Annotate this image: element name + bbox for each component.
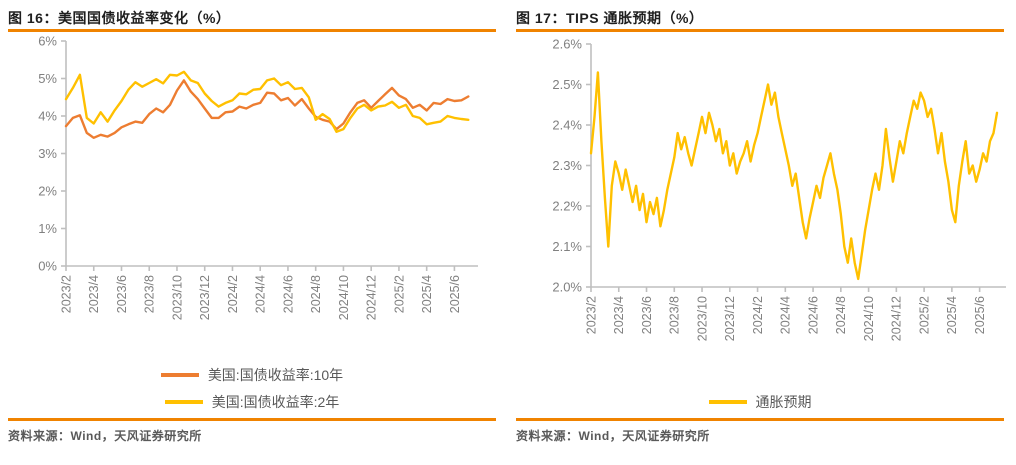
legend-line-swatch [160,373,199,377]
svg-text:2.0%: 2.0% [552,280,582,295]
svg-text:2.2%: 2.2% [552,199,582,214]
svg-text:2.4%: 2.4% [552,118,582,133]
treasury-yields-line-chart: 0% 1% 2% 3% 4% 5% 6% 2023/2 2023/4 2023/6 2023/8 20… [38,34,478,320]
svg-text:5%: 5% [38,71,57,86]
svg-text:2.5%: 2.5% [552,77,582,92]
svg-text:2023/10: 2023/10 [695,296,709,341]
svg-text:2023/4: 2023/4 [612,296,626,334]
svg-text:2023/4: 2023/4 [87,275,101,313]
figure-title: 图 16：美国国债收益率变化（%） [8,10,231,26]
source-attribution: 资料来源：Wind，天风证券研究所 [8,429,202,443]
source-attribution: 资料来源：Wind，天风证券研究所 [516,429,710,443]
svg-text:2.6%: 2.6% [552,37,582,52]
svg-text:2023/10: 2023/10 [170,275,184,320]
svg-text:2025/6: 2025/6 [973,296,987,334]
svg-text:2023/12: 2023/12 [198,275,212,320]
legend-line-swatch [708,400,747,404]
legend-label: 通胀预期 [755,394,812,410]
title-divider [8,29,496,32]
legend: 美国:国债收益率:10年 美国:国债收益率:2年 [8,354,496,418]
figure-title: 图 17：TIPS 通胀预期（%） [516,10,704,26]
svg-text:2.3%: 2.3% [552,158,582,173]
svg-text:2024/2: 2024/2 [751,296,765,334]
svg-text:2024/4: 2024/4 [779,296,793,334]
source-divider [8,418,496,421]
svg-text:2023/6: 2023/6 [115,275,129,313]
legend-line-swatch [164,400,203,404]
legend-item-inflation-expectation: 通胀预期 [708,392,812,412]
svg-text:2023/2: 2023/2 [584,296,598,334]
svg-text:2024/6: 2024/6 [806,296,820,334]
svg-text:2023/2: 2023/2 [59,275,73,313]
svg-text:2023/8: 2023/8 [143,275,157,313]
svg-text:2025/4: 2025/4 [945,296,959,334]
figure-tips-inflation: 图 17：TIPS 通胀预期（%） 2.0% 2.1% 2.2% 2.3% 2.4% 2.… [508,0,1016,465]
svg-text:2024/4: 2024/4 [254,275,268,313]
svg-text:2025/6: 2025/6 [448,275,462,313]
svg-text:4%: 4% [38,109,57,124]
legend-item-10y: 美国:国债收益率:10年 [160,365,344,385]
source-divider [516,418,1004,421]
svg-text:2025/2: 2025/2 [917,296,931,334]
svg-text:3%: 3% [38,146,57,161]
svg-text:2.1%: 2.1% [552,239,582,254]
svg-text:2023/8: 2023/8 [668,296,682,334]
svg-text:2023/12: 2023/12 [723,296,737,341]
title-divider [516,29,1004,32]
legend: 通胀预期 [516,354,1004,418]
svg-text:2%: 2% [38,184,57,199]
svg-text:2025/2: 2025/2 [392,275,406,313]
svg-text:0%: 0% [38,259,57,274]
figure-treasury-yields: 图 16：美国国债收益率变化（%） 0% 1% 2% 3% 4% 5% 6% 2023/2 20… [8,10,496,443]
svg-text:2024/6: 2024/6 [281,275,295,313]
svg-text:2024/8: 2024/8 [309,275,323,313]
tips-inflation-line-chart: 2.0% 2.1% 2.2% 2.3% 2.4% 2.5% 2.6% 2023/2 2023/4… [552,37,1006,341]
svg-text:2025/4: 2025/4 [420,275,434,313]
svg-text:2024/2: 2024/2 [226,275,240,313]
legend-label: 美国:国债收益率:10年 [207,367,344,383]
svg-text:6%: 6% [38,34,57,49]
svg-text:2024/12: 2024/12 [890,296,904,341]
svg-text:1%: 1% [38,221,57,236]
legend-item-2y: 美国:国债收益率:2年 [164,392,340,412]
svg-text:2024/12: 2024/12 [365,275,379,320]
svg-text:2024/10: 2024/10 [862,296,876,341]
svg-text:2024/8: 2024/8 [834,296,848,334]
legend-label: 美国:国债收益率:2年 [211,394,340,410]
svg-text:2024/10: 2024/10 [337,275,351,320]
svg-text:2023/6: 2023/6 [640,296,654,334]
